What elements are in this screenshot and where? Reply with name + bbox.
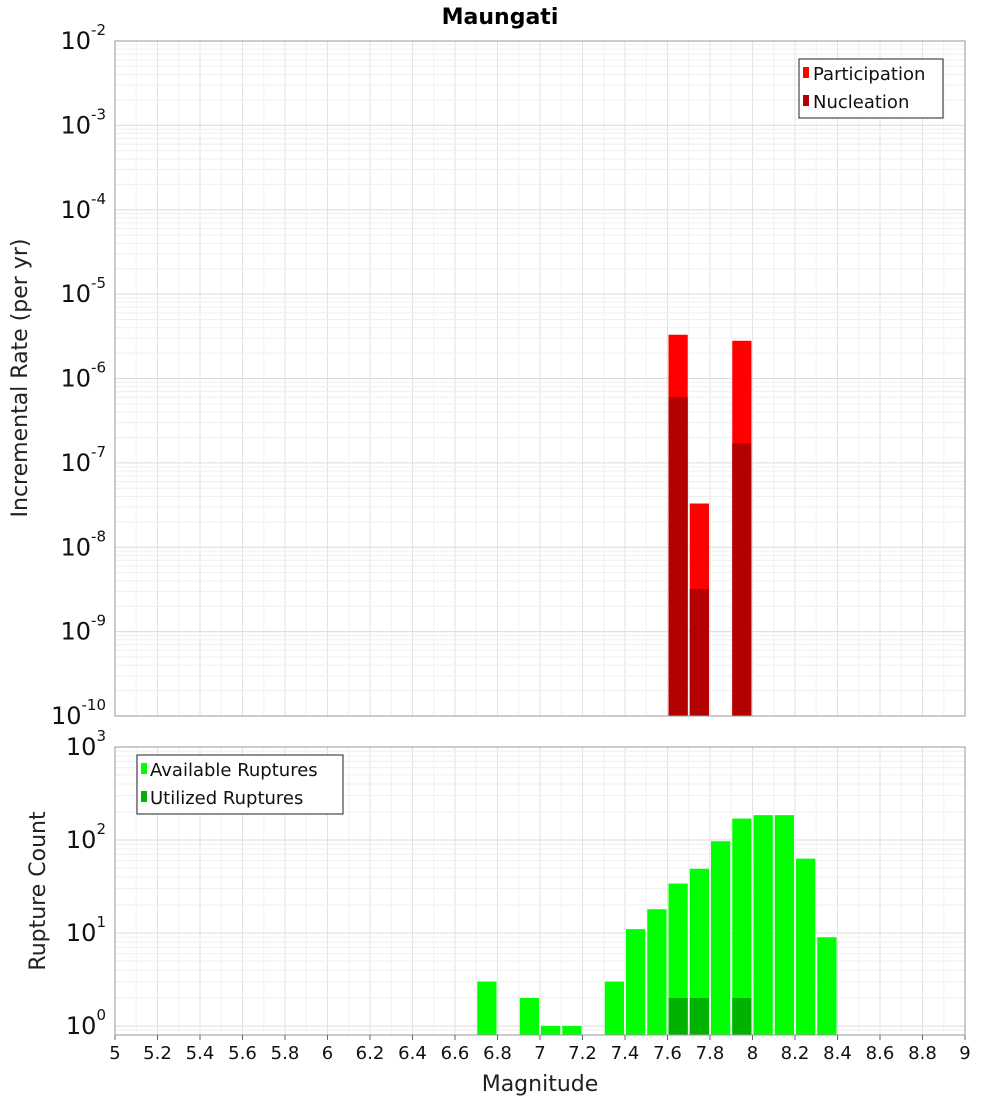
y-tick-label: 10-2 [60, 21, 106, 55]
x-tick-label: 8 [747, 1043, 758, 1064]
bar-available-ruptures [753, 815, 773, 1035]
x-tick-label: 5 [109, 1043, 120, 1064]
x-tick-label: 7.6 [653, 1043, 682, 1064]
incremental-rate-panel: 10-10 10-9 10-8 10-7 10-6 10-5 10-4 10-3 10-2 In… [8, 21, 966, 730]
y-tick-label: 10-8 [60, 527, 106, 561]
bar-nucleation [668, 397, 688, 716]
y-tick-label: 103 [66, 727, 106, 761]
x-tick-label: 7.4 [611, 1043, 640, 1064]
legend: Participation Nucleation [798, 58, 944, 119]
bar-nucleation [732, 443, 752, 716]
legend-box [136, 754, 344, 815]
y-axis-ticks: 100 101 102 103 [66, 727, 106, 1040]
y-axis-label: Rupture Count [26, 811, 51, 971]
x-tick-label: 8.2 [781, 1043, 810, 1064]
y-axis-ticks: 10-10 10-9 10-8 10-7 10-6 10-5 10-4 10-3 10-2 [51, 21, 106, 730]
legend-available-ruptures: Available Ruptures [150, 760, 318, 781]
x-tick-label: 8.4 [823, 1043, 852, 1064]
x-axis-label: Magnitude [482, 1072, 599, 1097]
bar-available-ruptures [711, 841, 731, 1035]
bar-utilized-ruptures [689, 997, 709, 1035]
x-tick-label: 8.6 [866, 1043, 895, 1064]
legend-swatch-nucleation [803, 95, 809, 106]
y-tick-label: 100 [66, 1006, 106, 1040]
x-tick-label: 7.2 [568, 1043, 597, 1064]
legend: Available Ruptures Utilized Ruptures [136, 754, 344, 815]
y-tick-label: 10-7 [60, 443, 106, 477]
legend-utilized-ruptures: Utilized Ruptures [150, 788, 303, 809]
y-tick-label: 10-4 [60, 190, 106, 224]
y-tick-label: 101 [66, 913, 106, 947]
x-axis-ticks: 5 5.2 5.4 5.6 5.8 6 6.2 6.4 6.6 6.8 7 7.2 7.4 7.6 7.8 8… [109, 1035, 971, 1064]
bar-available-ruptures [774, 815, 794, 1035]
gridlines [114, 41, 966, 717]
x-tick-label: 6.4 [398, 1043, 427, 1064]
x-tick-label: 5.2 [143, 1043, 172, 1064]
x-tick-label: 7.8 [696, 1043, 725, 1064]
bar-available-ruptures [732, 818, 752, 1035]
bar-available-ruptures [647, 909, 667, 1035]
x-tick-label: 5.8 [271, 1043, 300, 1064]
rupture-count-panel: 100 101 102 103 Rupture Count Available Rup… [26, 727, 966, 1040]
x-tick-label: 8.8 [908, 1043, 937, 1064]
bar-available-ruptures [817, 937, 837, 1035]
bar-utilized-ruptures [732, 997, 752, 1035]
y-tick-label: 10-3 [60, 105, 106, 139]
legend-swatch-participation [803, 67, 809, 78]
y-tick-label: 10-5 [60, 274, 106, 308]
chart-title: Maungati [442, 5, 559, 30]
x-tick-label: 5.4 [186, 1043, 215, 1064]
x-tick-label: 5.6 [228, 1043, 257, 1064]
x-tick-label: 6.2 [356, 1043, 385, 1064]
y-axis-label: Incremental Rate (per yr) [8, 239, 33, 518]
bar-available-ruptures [604, 981, 624, 1035]
bar-available-ruptures [541, 1025, 561, 1035]
bar-available-ruptures [519, 997, 539, 1035]
legend-nucleation: Nucleation [813, 92, 909, 113]
plot-frame [114, 40, 966, 717]
bar-available-ruptures [796, 858, 816, 1035]
legend-box [798, 58, 944, 119]
y-tick-label: 10-6 [60, 359, 106, 393]
y-tick-label: 102 [66, 820, 106, 854]
bar-available-ruptures [668, 883, 688, 1035]
legend-participation: Participation [813, 64, 925, 85]
x-tick-label: 7 [534, 1043, 545, 1064]
x-tick-label: 6.6 [441, 1043, 470, 1064]
x-tick-label: 6.8 [483, 1043, 512, 1064]
bars [477, 815, 837, 1035]
bars [668, 334, 752, 716]
y-tick-label: 10-10 [51, 696, 106, 730]
x-tick-label: 9 [959, 1043, 970, 1064]
bar-available-ruptures [477, 981, 497, 1035]
legend-swatch-utilized [141, 791, 147, 802]
bar-available-ruptures [562, 1025, 582, 1035]
x-tick-label: 6 [322, 1043, 333, 1064]
legend-swatch-available [141, 763, 147, 774]
bar-utilized-ruptures [668, 997, 688, 1035]
y-tick-label: 10-9 [60, 612, 106, 646]
bar-available-ruptures [689, 868, 709, 1035]
bar-nucleation [689, 589, 709, 716]
bar-available-ruptures [626, 929, 646, 1035]
